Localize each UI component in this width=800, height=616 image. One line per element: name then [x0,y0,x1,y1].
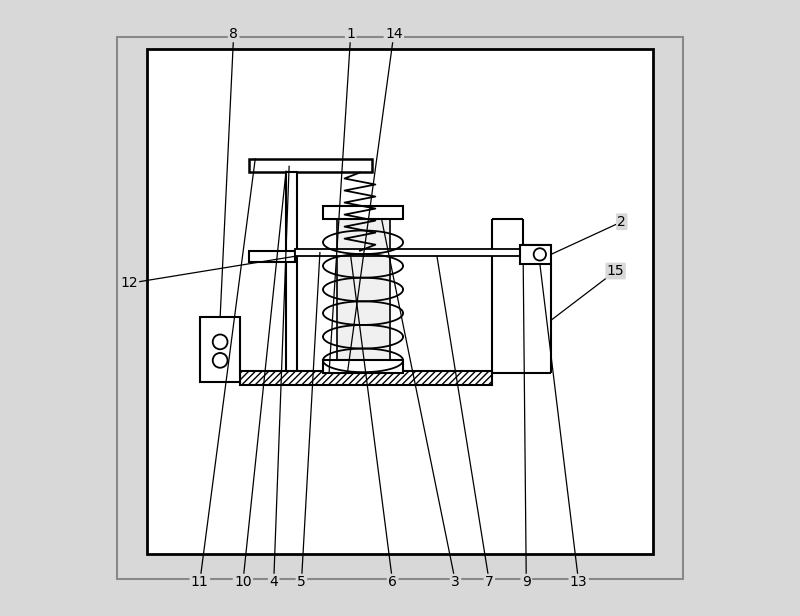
Bar [295,249,535,256]
Text: 7: 7 [485,575,494,589]
Bar [240,371,492,385]
Bar [249,251,295,262]
Circle shape [534,248,546,261]
Text: 10: 10 [234,575,252,589]
Circle shape [213,334,227,349]
Text: 9: 9 [522,575,530,589]
Text: 4: 4 [270,575,278,589]
Circle shape [213,353,227,368]
Text: 13: 13 [570,575,587,589]
Bar [520,245,551,264]
Bar [337,219,390,360]
Bar [117,37,683,579]
Bar [147,49,653,554]
Text: 6: 6 [388,575,397,589]
Text: 15: 15 [606,264,625,278]
Text: 2: 2 [618,215,626,229]
Bar [249,159,372,172]
Text: 11: 11 [191,575,209,589]
Text: 3: 3 [451,575,460,589]
Bar [200,317,240,382]
Text: 8: 8 [230,27,238,41]
Text: 14: 14 [385,27,402,41]
Text: 12: 12 [120,277,138,290]
Text: 5: 5 [297,575,306,589]
Text: 1: 1 [346,27,355,41]
Bar [323,360,403,373]
Bar [286,172,297,382]
Bar [323,206,403,219]
